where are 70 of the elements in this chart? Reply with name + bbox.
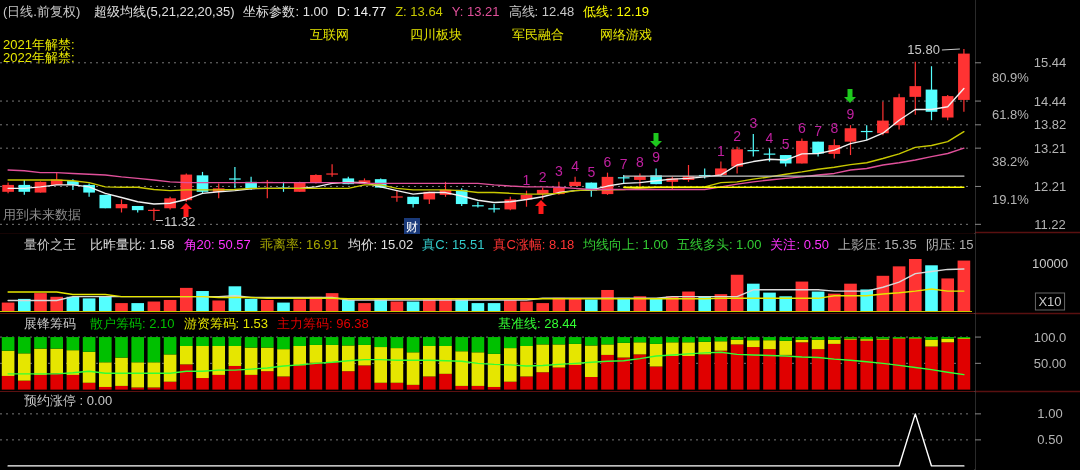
annotation: 2022年解禁:	[3, 50, 75, 65]
annotation: 四川板块	[410, 27, 462, 42]
annotation: 财	[406, 220, 418, 234]
series-label: 散户筹码: 2.10	[90, 316, 175, 331]
text: 乖离率: 16.91	[259, 237, 339, 252]
text: 上影压: 15.35	[837, 237, 917, 252]
annotation: 4	[765, 129, 774, 146]
y2-tick-label: 19.1%	[992, 191, 1030, 207]
text: 真C: 15.51	[422, 237, 485, 252]
text: 均线向上: 1.00	[582, 237, 668, 252]
text: 基准线: 28.44	[498, 316, 577, 331]
annotation: 2	[733, 127, 742, 144]
annotation: 互联网	[310, 27, 349, 42]
y-tick-label: 14.44	[1033, 93, 1067, 109]
chart-title: (日线.前复权)	[3, 4, 81, 19]
text: 10000	[1031, 256, 1069, 271]
chart-title: 预约涨停 : 0.00	[24, 393, 113, 408]
annotation: 1	[717, 142, 725, 159]
annotation: 网络游戏	[600, 27, 652, 42]
text: Z: 13.64	[395, 4, 443, 19]
text: 比昨量比: 1.58	[90, 237, 175, 252]
text: 阴压: 15	[925, 237, 974, 252]
chart-title: 量价之王	[24, 237, 76, 252]
y2-tick-label: 61.8%	[992, 107, 1030, 123]
y-tick-label: 0.50	[1037, 432, 1063, 448]
y-tick-label: 11.22	[1034, 216, 1066, 232]
annotation: 2021年解禁:	[3, 37, 75, 52]
annotation: 9	[652, 149, 661, 166]
series-label: 游资筹码: 1.53	[183, 316, 269, 331]
text: Y: 13.21	[451, 4, 500, 19]
y-tick-label: 1.00	[1037, 406, 1063, 422]
annotation: 6	[603, 153, 612, 170]
annotation: 4	[571, 157, 580, 174]
annotation: 8	[636, 154, 644, 171]
text: 低线: 12.19	[583, 4, 650, 19]
annotation: 3	[749, 114, 758, 131]
y-tick-label: 12.21	[1033, 178, 1067, 194]
text: 高线: 12.48	[508, 4, 575, 19]
annotation: 6	[798, 119, 806, 136]
annotation: 2	[538, 168, 547, 185]
annotation: 5	[781, 136, 790, 153]
text: 主力筹码: 96.38	[277, 316, 369, 331]
annotation: 8	[830, 120, 839, 137]
chart-title: 展锋筹码	[24, 316, 76, 331]
y-tick-label: 13.21	[1033, 140, 1067, 156]
annotation: 超级均线(5,21,22,20,35)	[94, 4, 235, 19]
annotation: 15.80	[907, 42, 940, 57]
annotation: 3	[555, 162, 563, 179]
y-tick-label: 50.00	[1033, 355, 1067, 371]
annotation: 1	[522, 171, 531, 188]
y-tick-label: 13.82	[1033, 117, 1067, 133]
y2-tick-label: 38.2%	[992, 153, 1030, 169]
annotation: 9	[846, 106, 855, 123]
y-tick-label: 100.0	[1033, 329, 1067, 345]
annotation: 11.32	[163, 213, 196, 229]
text: 真C涨幅: 8.18	[493, 237, 575, 252]
text: 角20: 50.57	[183, 237, 251, 252]
annotation: 坐标参数: 1.00	[243, 4, 328, 19]
text: D: 14.77	[337, 4, 387, 19]
y2-tick-label: 80.9%	[992, 69, 1030, 85]
text: 均价: 15.02	[346, 237, 414, 252]
text: 五线多头: 1.00	[676, 237, 762, 252]
annotation: 军民融合	[512, 27, 564, 42]
annotation: 用到未来数据	[3, 207, 81, 222]
text: 关注: 0.50	[770, 237, 829, 252]
y-tick-label: 15.44	[1033, 55, 1067, 71]
text: X10	[1038, 294, 1062, 309]
annotation: 7	[814, 122, 823, 139]
annotation: 7	[619, 155, 628, 172]
annotation: 5	[587, 163, 596, 180]
